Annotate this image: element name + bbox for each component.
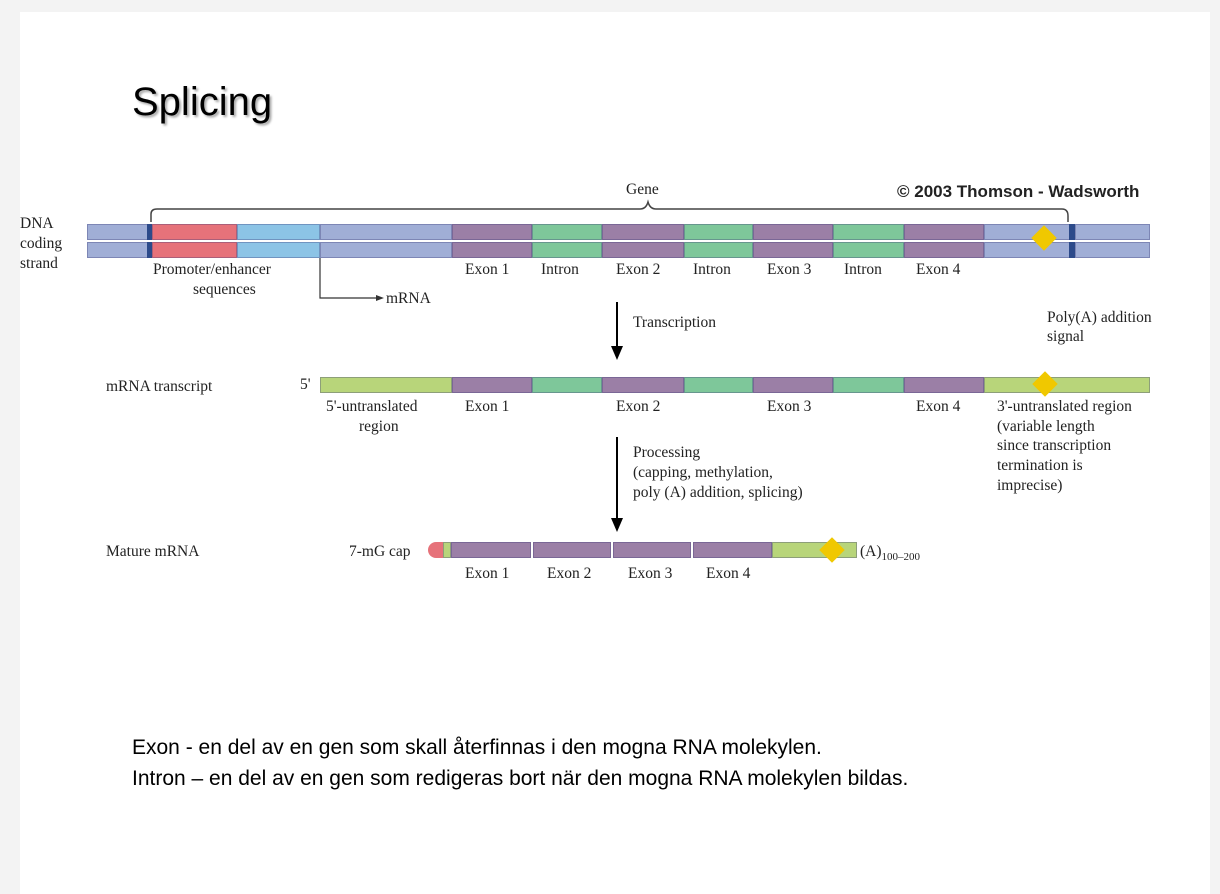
intron-segment: [684, 377, 753, 393]
enhancer-segment: [237, 224, 320, 240]
transcript-exon-label: Exon 3: [767, 398, 812, 415]
mature-exon-label: Exon 4: [706, 565, 751, 582]
intron-segment: [532, 242, 602, 258]
dna-label: coding: [20, 235, 63, 252]
exon-segment: [602, 377, 684, 393]
flanking-segment: [1075, 224, 1150, 240]
slide-title: Splicing: [132, 80, 273, 124]
exon-segment: [451, 542, 531, 558]
promoter-label: sequences: [193, 281, 256, 298]
utr-segment: [984, 377, 1150, 393]
intron-segment: [833, 224, 904, 240]
flanking-segment: [320, 242, 452, 258]
promoter-segment: [152, 242, 237, 258]
polya-signal-label: signal: [1047, 328, 1085, 345]
utr-segment: [320, 377, 452, 393]
utr3-label: imprecise): [997, 477, 1063, 494]
exon-segment: [753, 224, 833, 240]
five-prime-label: 5': [300, 376, 311, 393]
transcript-exon-label: Exon 1: [465, 398, 510, 415]
exon-segment: [602, 224, 684, 240]
dna-label: DNA: [20, 215, 54, 232]
utr3-label: 3'-untranslated region: [997, 398, 1132, 415]
polya-signal-label: Poly(A) addition: [1047, 309, 1152, 326]
note-intron: Intron – en del av en gen som redigeras …: [132, 767, 909, 790]
exon-segment: [533, 542, 611, 558]
utr3-label: termination is: [997, 457, 1083, 474]
processing-label: Processing: [633, 444, 701, 461]
utr-segment: [443, 542, 451, 558]
utr5-label: region: [359, 418, 399, 435]
exon-segment: [753, 242, 833, 258]
flanking-segment: [984, 242, 1070, 258]
gene-boundary-marker: [147, 242, 152, 258]
cap-label: 7-mG cap: [349, 543, 411, 560]
gene-boundary-marker: [1069, 224, 1075, 240]
mature-exon-label: Exon 3: [628, 565, 673, 582]
exon-segment: [904, 242, 984, 258]
gene-bracket: [150, 199, 1069, 222]
dna-intron-label: Intron: [844, 261, 882, 278]
exon-segment: [753, 377, 833, 393]
mature-exon-label: Exon 2: [547, 565, 592, 582]
intron-segment: [532, 377, 602, 393]
slide: [20, 12, 1210, 894]
dna-intron-label: Intron: [541, 261, 579, 278]
intron-segment: [833, 242, 904, 258]
dna-intron-label: Intron: [693, 261, 731, 278]
flanking-segment: [87, 242, 148, 258]
utr5-label: 5'-untranslated: [326, 398, 418, 415]
intron-segment: [532, 224, 602, 240]
mrna-arrowhead: [376, 295, 384, 301]
gene-boundary-marker: [1069, 242, 1075, 258]
utr3-label: since transcription: [997, 437, 1112, 454]
intron-segment: [684, 224, 753, 240]
exon-segment: [904, 224, 984, 240]
processing-label: (capping, methylation,: [633, 464, 773, 481]
mrna-start-arrow: [319, 258, 378, 299]
intron-segment: [833, 377, 904, 393]
dna-exon-label: Exon 3: [767, 261, 812, 278]
dna-label: strand: [20, 255, 58, 272]
dna-exon-label: Exon 2: [616, 261, 661, 278]
exon-segment: [452, 224, 532, 240]
transcript-label: mRNA transcript: [106, 378, 213, 395]
dna-exon-label: Exon 1: [465, 261, 510, 278]
transcript-exon-label: Exon 2: [616, 398, 661, 415]
exon-segment: [613, 542, 691, 558]
exon-segment: [452, 377, 532, 393]
promoter-segment: [152, 224, 237, 240]
mature-label: Mature mRNA: [106, 543, 200, 560]
flanking-segment: [1075, 242, 1150, 258]
flanking-segment: [320, 224, 452, 240]
promoter-label: Promoter/enhancer: [153, 261, 271, 278]
note-exon: Exon - en del av en gen som skall återfi…: [132, 736, 822, 759]
dna-exon-label: Exon 4: [916, 261, 961, 278]
polya-tail-label: (A)100–200: [860, 543, 921, 564]
exon-segment: [452, 242, 532, 258]
transcription-label: Transcription: [633, 314, 716, 331]
mature-exon-label: Exon 1: [465, 565, 510, 582]
exon-segment: [693, 542, 772, 558]
exon-segment: [602, 242, 684, 258]
enhancer-segment: [237, 242, 320, 258]
intron-segment: [684, 242, 753, 258]
processing-label: poly (A) addition, splicing): [633, 484, 803, 501]
gene-label: Gene: [626, 181, 659, 198]
utr3-label: (variable length: [997, 418, 1095, 435]
cap-shape: [428, 542, 444, 558]
flanking-segment: [87, 224, 148, 240]
gene-boundary-marker: [147, 224, 152, 240]
mrna-arrow-label: mRNA: [386, 290, 431, 307]
copyright: © 2003 Thomson - Wadsworth: [897, 182, 1140, 201]
transcript-exon-label: Exon 4: [916, 398, 961, 415]
exon-segment: [904, 377, 984, 393]
